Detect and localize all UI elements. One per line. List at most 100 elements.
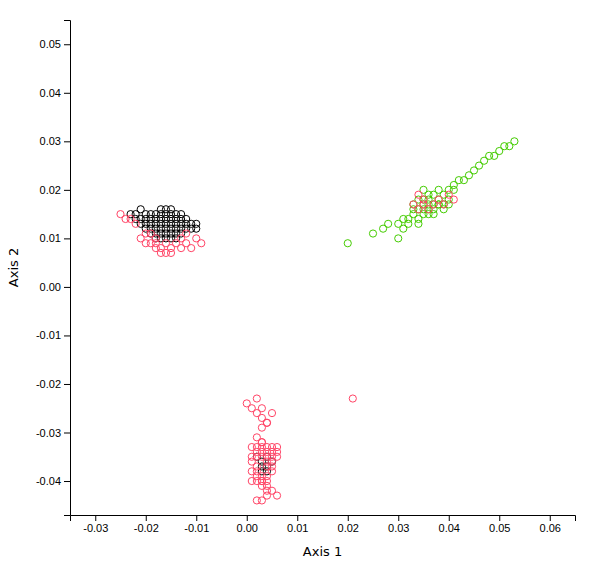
tick: 0.03 [40,135,70,147]
series [369,138,518,237]
tick-label: 0.05 [40,38,61,50]
point [349,395,356,402]
tick-label: 0.00 [40,281,61,293]
tick-label: -0.03 [83,522,108,534]
tick-mark [64,238,70,239]
point [263,492,270,499]
point [420,196,427,203]
series [253,395,356,412]
tick-label: -0.01 [184,522,209,534]
tick-label: -0.02 [36,378,61,390]
point [273,492,280,499]
tick: 0.05 [40,38,70,50]
tick: 0.04 [439,515,460,534]
tick-label: 0.04 [40,87,61,99]
tick-label: 0.04 [439,522,460,534]
series [344,235,402,247]
point [188,244,195,251]
point [440,201,447,208]
point [258,439,265,446]
tick-mark [297,515,298,521]
tick-mark [449,515,450,521]
tick: -0.04 [36,475,70,487]
point [400,225,407,232]
tick-label: -0.04 [36,475,61,487]
tick: -0.01 [36,329,70,341]
series [117,211,205,257]
tick-mark [398,515,399,521]
tick-label: 0.05 [489,522,510,534]
x-axis: -0.03 -0.02 -0.01 0.00 0.01 0.02 0.03 0.04 0.05 0… [71,515,576,534]
y-axis: -0.04 -0.03 -0.02 -0.01 0.00 0.01 0.02 0.03 0.04… [36,21,71,516]
point [344,240,351,247]
tick-mark [499,515,500,521]
tick-mark [95,515,96,521]
point [511,138,518,145]
tick-mark [64,384,70,385]
tick-label: -0.02 [134,522,159,534]
tick-label: 0.02 [40,184,61,196]
point [273,453,280,460]
tick-mark [196,515,197,521]
tick: -0.01 [184,515,209,534]
tick: 0.04 [40,87,70,99]
point [405,215,412,222]
tick-label: -0.01 [36,329,61,341]
point [263,419,270,426]
points [117,138,518,504]
tick: 0.02 [40,184,70,196]
tick-label: 0.01 [40,232,61,244]
axis-line [64,21,71,516]
tick-label: -0.03 [36,427,61,439]
tick: 0.03 [388,515,409,534]
point [258,439,265,446]
tick-mark [64,93,70,94]
tick: 0.01 [40,232,70,244]
tick-mark [550,515,551,521]
tick-mark [64,335,70,336]
tick: -0.03 [83,515,108,534]
tick: -0.02 [134,515,159,534]
tick-mark [146,515,147,521]
x-axis-title: Axis 1 [303,544,342,559]
point [369,230,376,237]
tick: -0.02 [36,378,70,390]
tick-mark [247,515,248,521]
point [253,463,260,470]
series [127,206,200,242]
tick: 0.05 [489,515,510,534]
point [253,395,260,402]
point [420,196,427,203]
tick-mark [348,515,349,521]
tick-mark [64,287,70,288]
tick-mark [64,190,70,191]
tick: 0.02 [338,515,359,534]
point [198,240,205,247]
point [132,220,139,227]
series [410,191,458,213]
tick-label: 0.03 [388,522,409,534]
point [152,235,159,242]
chart: -0.03 -0.02 -0.01 0.00 0.01 0.02 0.03 0.04 0.05 0… [0,0,600,570]
point [183,230,190,237]
tick-mark [64,433,70,434]
point [440,201,447,208]
point [193,220,200,227]
tick-mark [64,44,70,45]
tick: 0.00 [40,281,70,293]
tick: 0.00 [237,515,258,534]
plot: -0.03 -0.02 -0.01 0.00 0.01 0.02 0.03 0.04 0.05 0… [36,21,576,534]
series [253,453,275,475]
point [380,225,387,232]
tick-label: 0.00 [237,522,258,534]
tick-mark [64,141,70,142]
point [450,196,457,203]
point [152,235,159,242]
axis-line [71,516,576,522]
tick-label: 0.06 [540,522,561,534]
series [243,400,281,504]
tick-mark [64,481,70,482]
tick: 0.01 [287,515,308,534]
point [268,409,275,416]
tick: -0.03 [36,427,70,439]
